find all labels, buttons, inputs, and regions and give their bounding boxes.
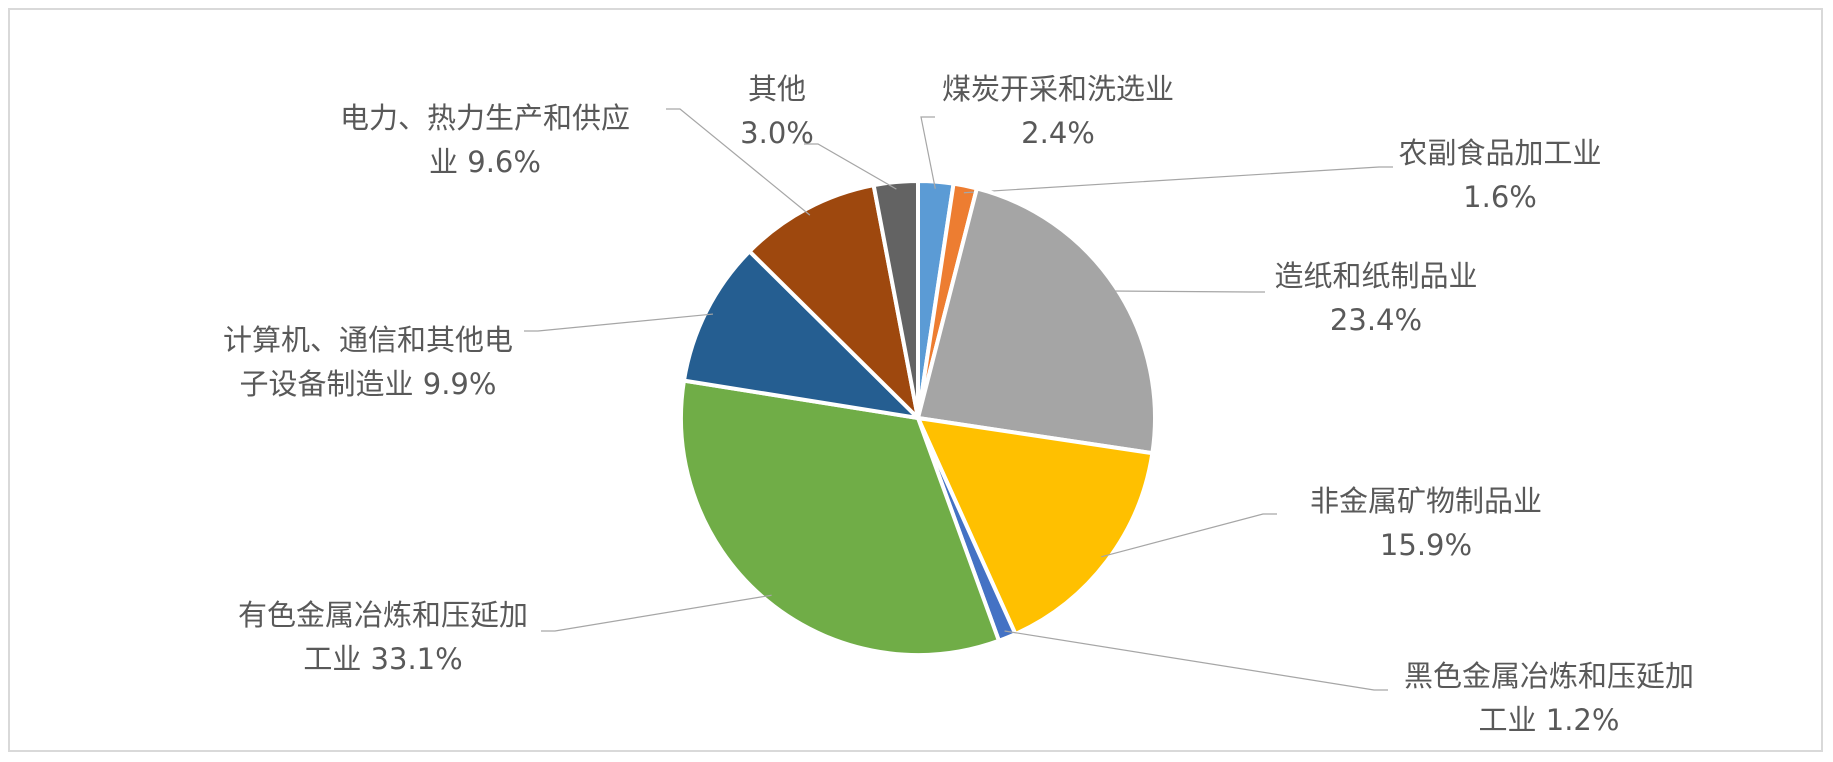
- data-label: 农副食品加工业 1.6%: [1380, 131, 1620, 219]
- pie-slice: [914, 415, 1155, 637]
- category-label: 电力、热力生产和供应业: [339, 101, 630, 179]
- leader-line: [541, 594, 772, 632]
- category-label: 非金属矿物制品业: [1309, 484, 1542, 518]
- data-label: 电力、热力生产和供应业 9.6%: [333, 96, 638, 184]
- category-label: 农副食品加工业: [1398, 136, 1602, 170]
- pie-slice: [681, 248, 924, 421]
- data-label: 计算机、通信和其他电子设备制造业 9.9%: [216, 318, 521, 406]
- value-label: 1.2%: [1545, 703, 1620, 737]
- value-label: 3.0%: [740, 116, 814, 150]
- pie-slice: [679, 378, 1002, 657]
- data-label: 黑色金属冶炼和压延加工业 1.2%: [1397, 654, 1702, 742]
- value-label: 15.9%: [1379, 528, 1473, 562]
- value-label: 23.4%: [1329, 303, 1423, 337]
- category-label: 其他: [747, 72, 806, 106]
- category-label: 计算机、通信和其他电子设备制造业: [222, 323, 513, 401]
- data-label: 非金属矿物制品业 15.9%: [1291, 479, 1561, 567]
- category-label: 造纸和纸制品业: [1274, 259, 1478, 293]
- data-label: 煤炭开采和洗选业 2.4%: [928, 67, 1188, 155]
- data-label: 造纸和纸制品业 23.4%: [1256, 254, 1496, 342]
- chart-frame: [8, 8, 1823, 752]
- pie-slice: [746, 182, 922, 424]
- value-label: 9.9%: [422, 367, 497, 401]
- leader-line: [804, 143, 897, 190]
- leader-line: [963, 166, 1393, 194]
- value-label: 33.1%: [370, 642, 463, 676]
- value-label: 9.6%: [467, 145, 541, 179]
- value-label: 1.6%: [1463, 180, 1537, 214]
- leader-line: [920, 116, 936, 189]
- leader-line: [1101, 513, 1277, 558]
- value-label: 2.4%: [1021, 116, 1095, 150]
- data-label: 有色金属冶炼和压延加工业 33.1%: [231, 593, 536, 681]
- leader-line: [1004, 630, 1388, 691]
- pie-slice: [871, 178, 920, 419]
- pie-slice: [915, 185, 1157, 456]
- leader-line: [524, 313, 714, 332]
- category-label: 煤炭开采和洗选业: [941, 72, 1174, 106]
- data-label: 其他 3.0%: [732, 67, 822, 155]
- leader-line: [1109, 290, 1265, 293]
- category-label: 有色金属冶炼和压延加工业: [237, 598, 528, 676]
- category-label: 黑色金属冶炼和压延加工业: [1403, 659, 1694, 737]
- leader-line: [666, 108, 811, 216]
